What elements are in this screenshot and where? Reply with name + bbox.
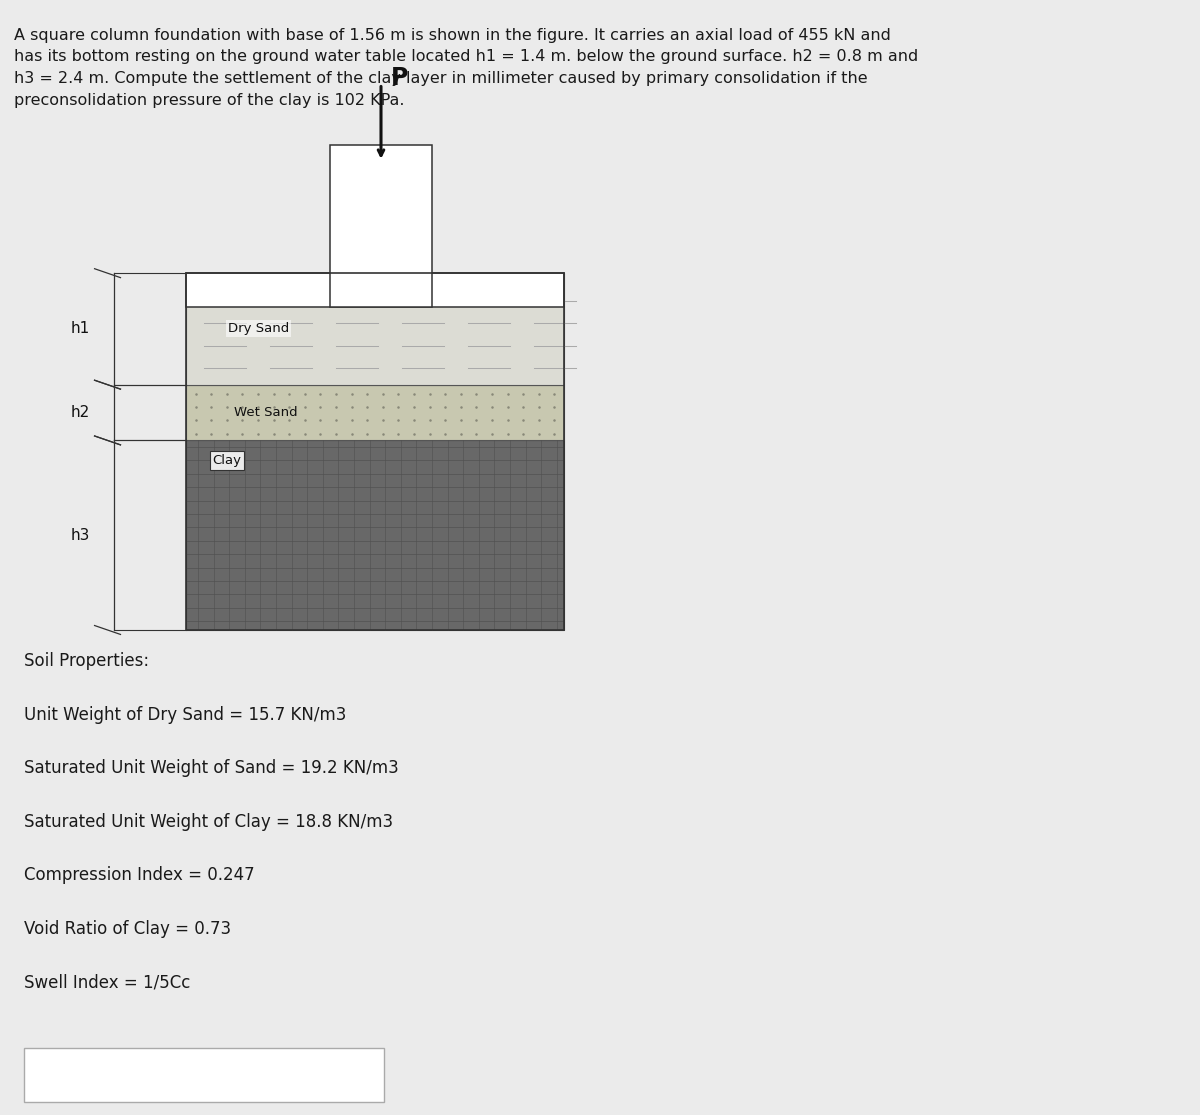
Text: A square column foundation with base of 1.56 m is shown in the figure. It carrie: A square column foundation with base of … [14, 28, 919, 108]
Text: h3: h3 [71, 527, 90, 543]
Text: P: P [391, 66, 408, 90]
Bar [186, 273, 564, 630]
Text: h2: h2 [71, 405, 90, 420]
Text: Void Ratio of Clay = 0.73: Void Ratio of Clay = 0.73 [24, 920, 232, 938]
Text: Dry Sand: Dry Sand [228, 322, 289, 336]
Bar [186, 273, 564, 307]
Text: Wet Sand: Wet Sand [234, 406, 298, 419]
Text: Unit Weight of Dry Sand = 15.7 KN/m3: Unit Weight of Dry Sand = 15.7 KN/m3 [24, 706, 347, 724]
Bar [186, 385, 564, 440]
Text: Clay: Clay [212, 454, 241, 467]
Bar [330, 145, 432, 307]
Bar [24, 1048, 384, 1102]
Text: Soil Properties:: Soil Properties: [24, 652, 149, 670]
Text: h1: h1 [71, 321, 90, 337]
Text: Swell Index = 1/5Cc: Swell Index = 1/5Cc [24, 973, 191, 991]
Text: Saturated Unit Weight of Sand = 19.2 KN/m3: Saturated Unit Weight of Sand = 19.2 KN/… [24, 759, 398, 777]
Text: Compression Index = 0.247: Compression Index = 0.247 [24, 866, 254, 884]
Text: Saturated Unit Weight of Clay = 18.8 KN/m3: Saturated Unit Weight of Clay = 18.8 KN/… [24, 813, 394, 831]
Bar [186, 440, 564, 630]
Bar [186, 273, 564, 385]
